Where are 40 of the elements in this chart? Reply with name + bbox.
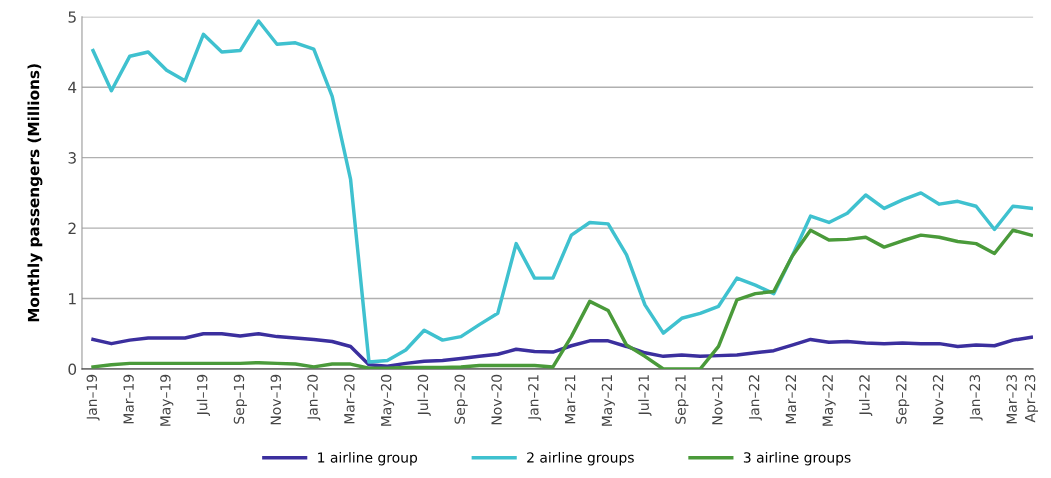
x-tick-label: Apr–23	[1024, 374, 1039, 423]
x-tick-label: Mar–20	[344, 374, 355, 424]
y-tick-label: 5	[68, 11, 76, 23]
y-tick-label: 2	[68, 222, 76, 234]
line-series	[91, 19, 1034, 364]
y-axis-title: Monthly passengers (Millions)	[27, 64, 43, 322]
x-tick-label: Jan–22	[748, 375, 762, 421]
x-tick-label: Jan–19	[86, 374, 100, 421]
x-tick-label: Nov–19	[270, 374, 282, 425]
x-tick-label: Mar–22	[785, 375, 797, 424]
x-tick-label: Mar–23	[1006, 374, 1017, 424]
y-tick-label: 1	[69, 293, 76, 305]
x-tick-label: Nov–20	[491, 374, 502, 425]
x-tick-label: Mar–21	[564, 375, 576, 424]
legend-label: 3 airline groups	[743, 451, 851, 466]
x-tick-label: Jan–21	[528, 375, 542, 421]
x-tick-label: Nov–22	[932, 375, 944, 425]
x-tick-label: Sep–20	[454, 374, 468, 424]
x-tick-label: Jul–21	[638, 375, 652, 416]
y-tick-label: 4	[68, 81, 77, 93]
legend-label: 1 airline group	[318, 451, 418, 466]
x-tick-label: Sep–22	[896, 375, 910, 424]
x-tick-label: May–20	[380, 374, 395, 426]
x-tick-label: Jul–20	[417, 374, 431, 416]
legend-label: 2 airline groups	[527, 451, 634, 466]
x-tick-label: Nov–21	[712, 375, 723, 425]
line-series	[91, 228, 1034, 370]
x-tick-label: May–22	[822, 375, 836, 426]
x-tick-label: May–21	[601, 375, 615, 426]
x-tick-label: Mar–19	[123, 374, 134, 424]
line-series	[91, 332, 1034, 368]
x-tick-label: Sep–19	[233, 374, 247, 424]
x-tick-label: Jul–22	[858, 375, 873, 416]
x-tick-label: Jan–23	[969, 374, 983, 421]
x-tick-label: Jul–19	[196, 374, 211, 416]
x-tick-label: Sep–21	[675, 375, 689, 424]
x-tick-label: Jan–20	[307, 374, 321, 421]
y-tick-label: 3	[68, 152, 76, 164]
y-tick-label: 0	[68, 363, 77, 376]
x-tick-label: May–19	[160, 374, 174, 426]
